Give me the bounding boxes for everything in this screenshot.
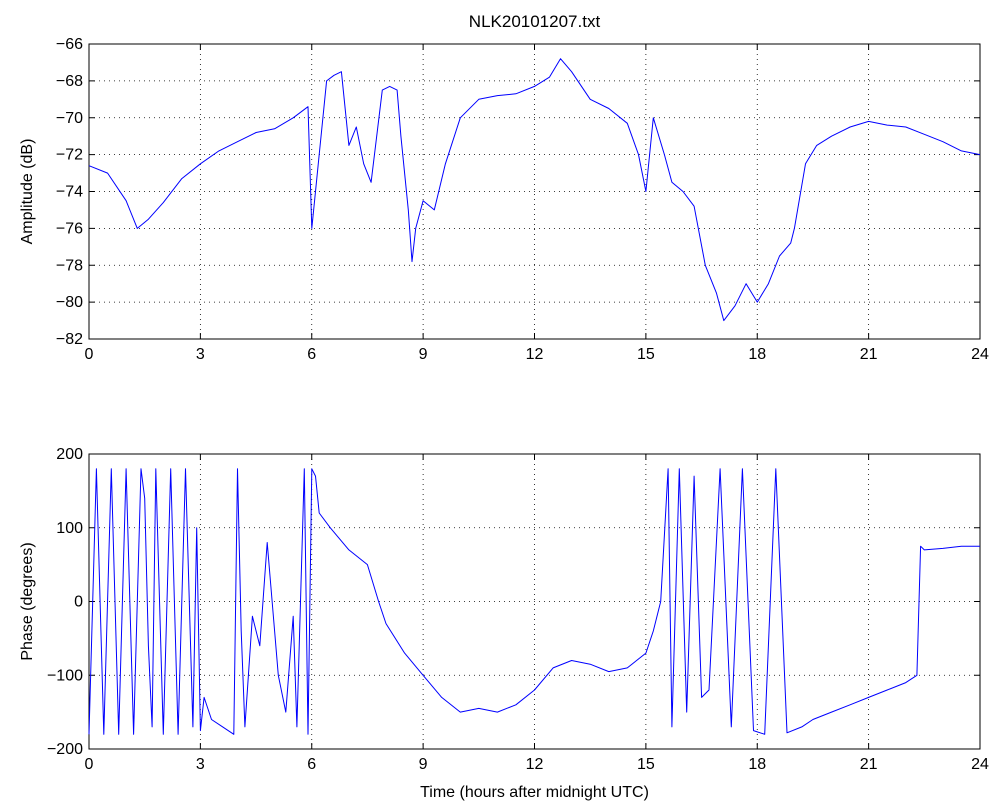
y-tick-label: 0 [74,594,83,611]
x-tick-label: 15 [637,756,655,773]
x-tick-label: 21 [860,756,878,773]
phase-series-line [88,468,980,735]
y-tick-label: −76 [56,220,83,237]
phase-y-axis-label: Phase (degrees) [19,542,36,660]
chart-title: NLK20101207.txt [469,12,601,31]
y-tick-label: −82 [56,331,83,348]
amplitude-grid [89,44,980,339]
phase-x-axis-label: Time (hours after midnight UTC) [420,784,649,801]
amplitude-series-line [88,58,981,322]
phase-grid [89,454,980,749]
y-tick-label: −68 [56,73,83,90]
x-tick-label: 12 [526,756,544,773]
y-tick-label: −100 [47,667,83,684]
x-tick-label: 0 [85,346,94,363]
amplitude-tick-labels: 0 3 6 9 12 15 18 21 24 −66 −68 −70 −72 −74 −76 −78 −80 −8… [56,36,989,363]
x-tick-label: 6 [307,346,316,363]
y-tick-label: −74 [56,184,83,201]
x-tick-label: 24 [971,756,989,773]
x-tick-label: 24 [971,346,989,363]
x-tick-label: 21 [860,346,878,363]
y-tick-label: −70 [56,110,83,127]
phase-panel: 0 3 6 9 12 15 18 21 24 200 100 0 −100 −200 Time (hour… [19,446,989,801]
x-tick-label: 3 [196,346,205,363]
amplitude-y-axis-label: Amplitude (dB) [19,139,36,245]
x-tick-label: 15 [637,346,655,363]
x-tick-label: 9 [419,346,428,363]
x-tick-label: 12 [526,346,544,363]
y-tick-label: −72 [56,147,83,164]
phase-tick-labels: 0 3 6 9 12 15 18 21 24 200 100 0 −100 −200 [47,446,989,773]
amplitude-panel: 0 3 6 9 12 15 18 21 24 −66 −68 −70 −72 −74 −76 −78 −80 −8… [19,12,989,363]
y-tick-label: −78 [56,257,83,274]
y-tick-label: −200 [47,741,83,758]
x-tick-label: 3 [196,756,205,773]
y-tick-label: 100 [56,520,83,537]
y-tick-label: −66 [56,36,83,53]
x-tick-label: 6 [307,756,316,773]
x-tick-label: 18 [748,756,766,773]
x-tick-label: 18 [748,346,766,363]
x-tick-label: 0 [85,756,94,773]
amplitude-ticks [88,43,981,340]
phase-ticks [88,453,981,750]
x-tick-label: 9 [419,756,428,773]
y-tick-label: −80 [56,294,83,311]
y-tick-label: 200 [56,446,83,463]
